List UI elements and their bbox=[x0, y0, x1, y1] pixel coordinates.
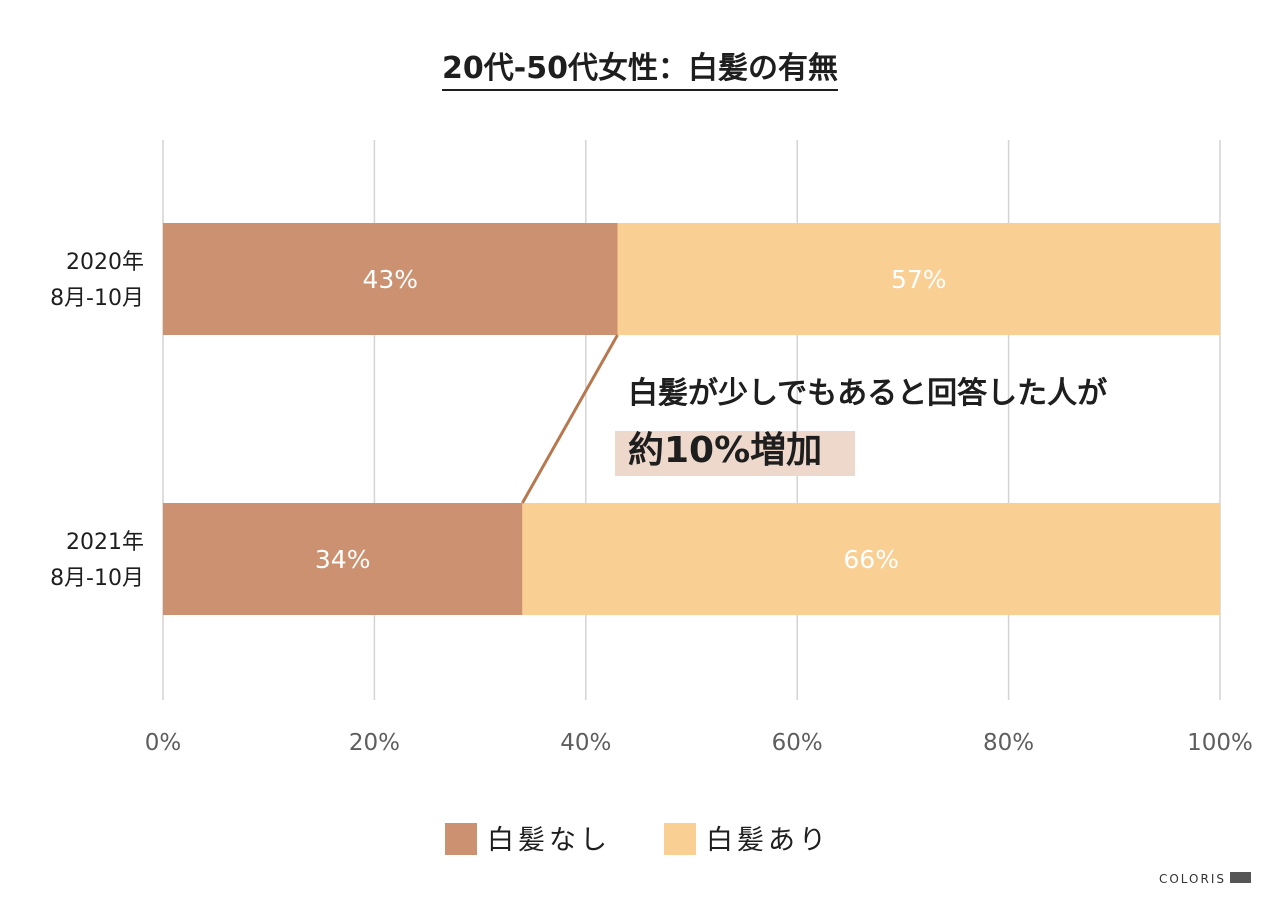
bar-segment bbox=[163, 503, 523, 615]
x-tick-label: 0% bbox=[145, 730, 182, 756]
x-tick-label: 20% bbox=[349, 730, 400, 756]
y-category-label: 8月-10月 bbox=[50, 286, 144, 311]
y-category-label: 8月-10月 bbox=[50, 566, 144, 591]
x-tick-label: 60% bbox=[772, 730, 823, 756]
brand-text: COLORIS bbox=[1159, 872, 1226, 886]
x-tick-label: 80% bbox=[983, 730, 1034, 756]
annotation-line-2: 約10%増加 bbox=[628, 430, 822, 471]
brand-mark bbox=[1230, 872, 1251, 883]
annotation-line-1: 白髪が少しでもあると回答した人が bbox=[628, 376, 1107, 411]
data-label: 66% bbox=[843, 545, 899, 574]
legend-label: 白髪なし bbox=[487, 825, 611, 856]
data-label: 43% bbox=[362, 265, 418, 294]
bar-segment bbox=[163, 223, 618, 335]
chart-title: 20代-50代女性：白髪の有無 bbox=[442, 51, 838, 91]
x-tick-label: 100% bbox=[1187, 730, 1253, 756]
x-axis-ticks: 0% 20% 40% 60% 80% 100% bbox=[145, 730, 1253, 756]
data-label: 57% bbox=[891, 265, 947, 294]
x-tick-label: 40% bbox=[560, 730, 611, 756]
legend: 白髪なし 白髪あり bbox=[445, 823, 830, 856]
chart-title-text: 20代-50代女性：白髪の有無 bbox=[442, 51, 838, 86]
bars: 43% 57% 34% 66% bbox=[163, 223, 1220, 615]
connector-line bbox=[521, 334, 619, 504]
y-category-label: 2021年 bbox=[66, 530, 144, 555]
highlight-box bbox=[615, 431, 855, 476]
legend-swatch bbox=[445, 823, 477, 855]
data-label: 34% bbox=[315, 545, 371, 574]
legend-label: 白髪あり bbox=[706, 825, 830, 856]
y-category-label: 2020年 bbox=[66, 250, 144, 275]
bar-segment bbox=[617, 223, 1220, 335]
y-axis-categories: 2020年 8月-10月 2021年 8月-10月 bbox=[50, 250, 144, 591]
bar-segment bbox=[522, 503, 1220, 615]
legend-swatch bbox=[664, 823, 696, 855]
brand-logo: COLORIS bbox=[1159, 872, 1251, 886]
